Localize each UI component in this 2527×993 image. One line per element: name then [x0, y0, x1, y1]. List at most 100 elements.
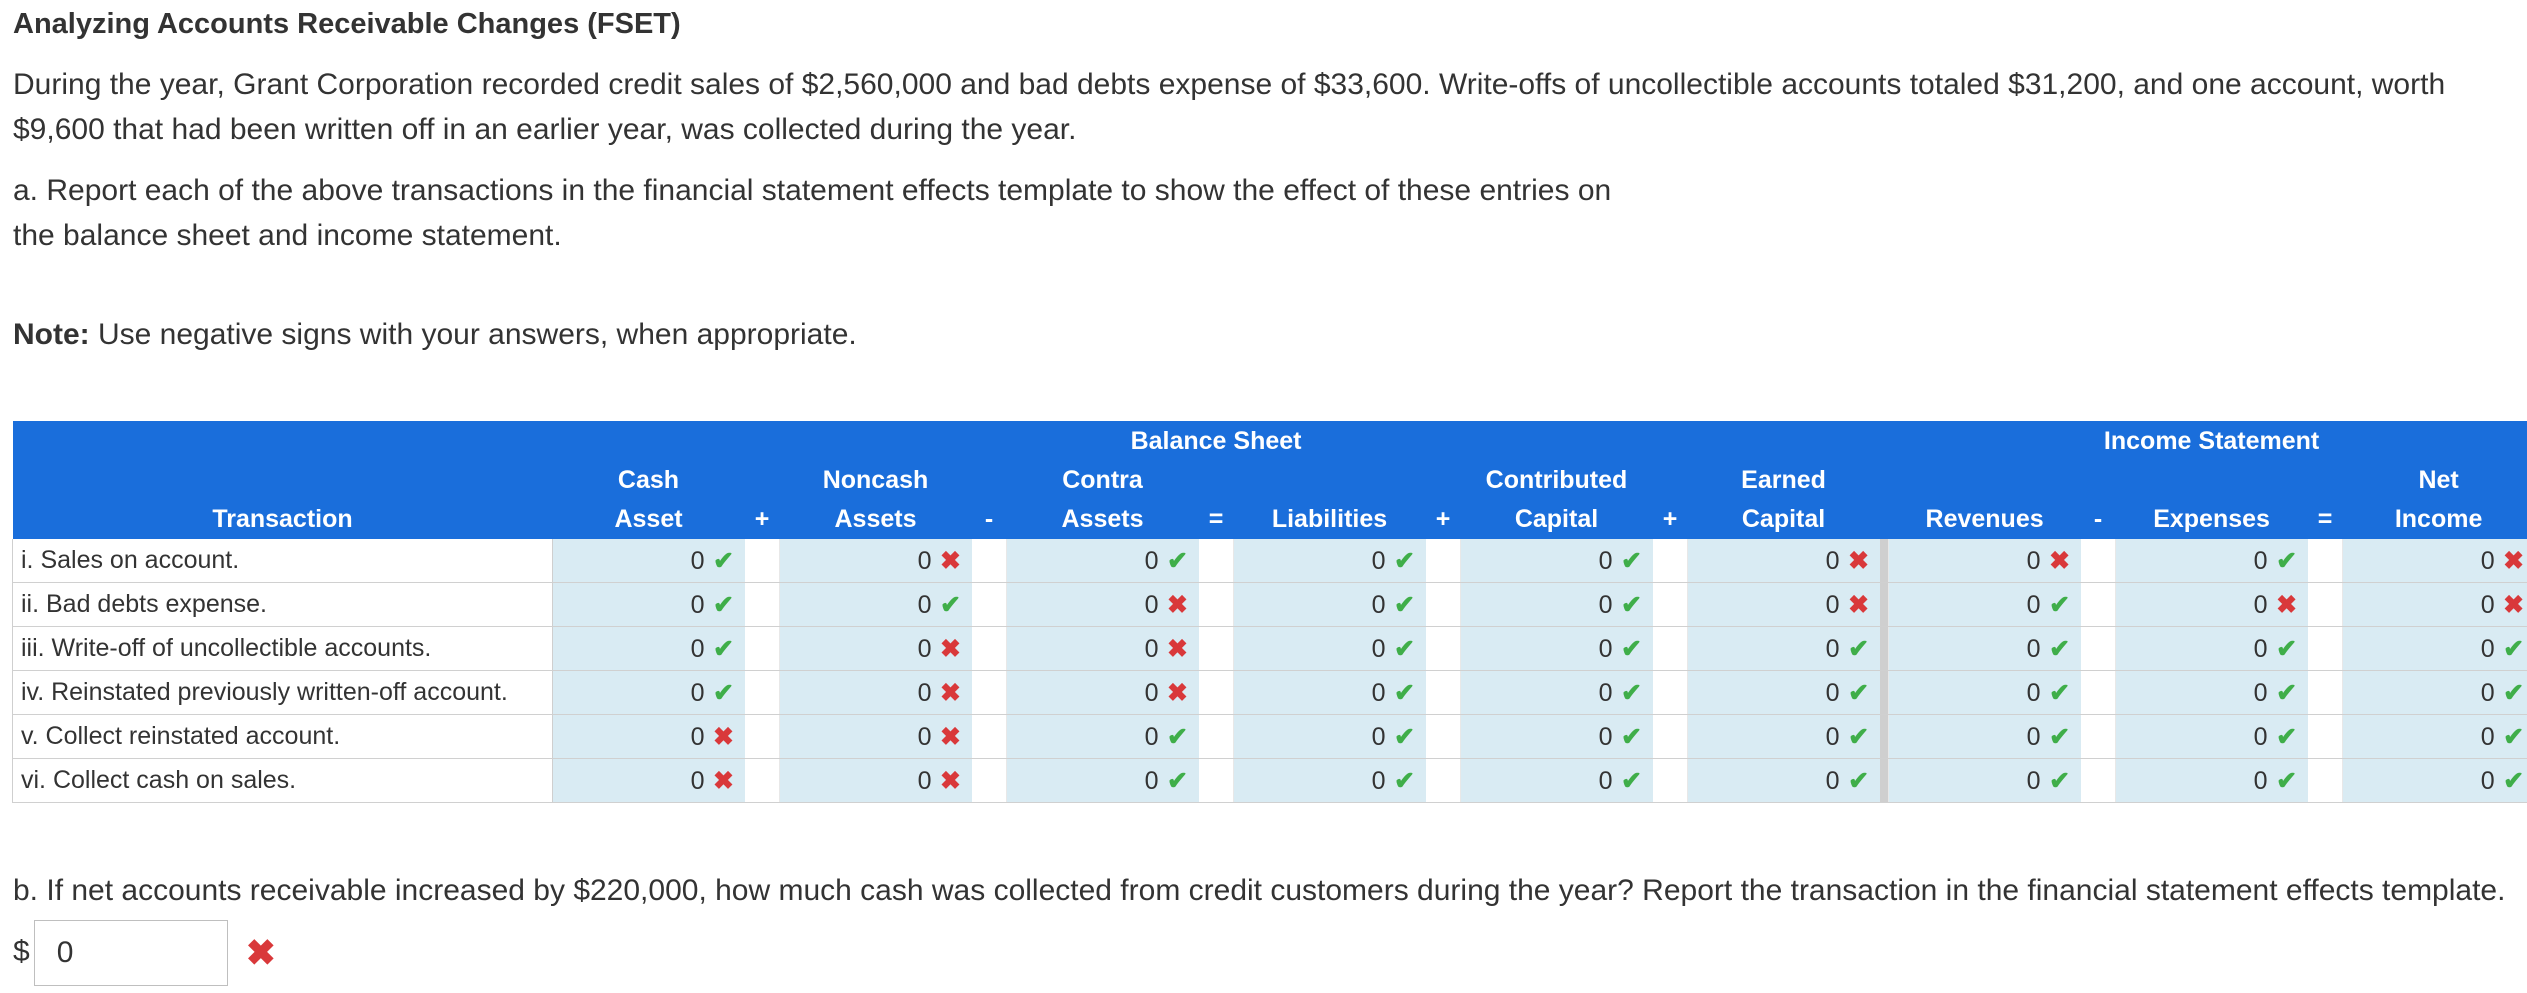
cell-value: 0: [1144, 546, 1159, 575]
correct-icon: ✔: [2049, 678, 2071, 707]
contra-input[interactable]: 0 ✖: [1006, 626, 1199, 671]
cell-value: 0: [2253, 722, 2268, 751]
header-blank: [12, 461, 553, 500]
cash-collected-input[interactable]: 0: [33, 920, 228, 986]
header-blank: [1233, 461, 1426, 500]
revenues-input[interactable]: 0 ✔: [1888, 582, 2081, 627]
cell-value: 0: [917, 590, 932, 619]
correct-icon: ✔: [2503, 766, 2525, 795]
earned-input[interactable]: 0 ✔: [1686, 626, 1880, 671]
col-cash-top: Cash: [552, 461, 745, 500]
table-row: iii. Write-off of uncollectible accounts…: [12, 626, 2527, 671]
revenues-input[interactable]: 0 ✔: [1888, 758, 2081, 803]
contributed-input[interactable]: 0 ✔: [1460, 582, 1653, 627]
expenses-input[interactable]: 0 ✔: [2115, 758, 2308, 803]
correct-icon: ✔: [713, 546, 734, 575]
table-row: vi. Collect cash on sales. 0 ✖ 0 ✖ 0 ✔ 0 ✔ 0 ✔ 0 ✔ 0 ✔…: [12, 758, 2527, 803]
expenses-input[interactable]: 0 ✔: [2115, 539, 2308, 583]
cash-input[interactable]: 0 ✔: [552, 539, 745, 583]
header-blank: [1652, 461, 1688, 500]
cash-input[interactable]: 0 ✖: [552, 714, 745, 759]
expenses-input[interactable]: 0 ✖: [2115, 582, 2308, 627]
cell-value: 0: [1371, 590, 1386, 619]
cash-input[interactable]: 0 ✖: [552, 758, 745, 803]
contributed-input[interactable]: 0 ✔: [1460, 626, 1653, 671]
net-income-input[interactable]: 0 ✔: [2342, 626, 2527, 671]
contra-input[interactable]: 0 ✖: [1006, 582, 1199, 627]
cell-value: 0: [690, 634, 705, 663]
correct-icon: ✔: [713, 678, 734, 707]
section-divider: [1879, 758, 1889, 803]
balance-sheet-header: Balance Sheet: [552, 421, 1880, 461]
correct-icon: ✔: [1621, 678, 1642, 707]
correct-icon: ✔: [1394, 766, 1415, 795]
cell-value: 0: [1371, 766, 1386, 795]
net-income-input[interactable]: 0 ✖: [2342, 539, 2527, 583]
earned-input[interactable]: 0 ✖: [1686, 582, 1880, 627]
earned-input[interactable]: 0 ✔: [1686, 758, 1880, 803]
contra-input[interactable]: 0 ✔: [1006, 758, 1199, 803]
earned-input[interactable]: 0 ✖: [1686, 539, 1880, 583]
noncash-input[interactable]: 0 ✖: [779, 714, 972, 759]
noncash-input[interactable]: 0 ✖: [779, 626, 972, 671]
correct-icon: ✔: [2049, 766, 2071, 795]
contra-input[interactable]: 0 ✖: [1006, 670, 1199, 715]
op-equals: =: [2307, 500, 2343, 539]
correct-icon: ✔: [2503, 634, 2525, 663]
earned-input[interactable]: 0 ✔: [1686, 670, 1880, 715]
net-income-input[interactable]: 0 ✔: [2342, 714, 2527, 759]
contributed-input[interactable]: 0 ✔: [1460, 539, 1653, 583]
liabilities-input[interactable]: 0 ✔: [1233, 758, 1426, 803]
net-income-input[interactable]: 0 ✔: [2342, 670, 2527, 715]
contributed-input[interactable]: 0 ✔: [1460, 714, 1653, 759]
section-divider: [1879, 714, 1889, 759]
correct-icon: ✔: [1621, 634, 1642, 663]
revenues-input[interactable]: 0 ✔: [1888, 714, 2081, 759]
op-plus: +: [1425, 500, 1461, 539]
table-row: v. Collect reinstated account. 0 ✖ 0 ✖ 0 ✔ 0 ✔ 0 ✔…: [12, 714, 2527, 759]
cash-input[interactable]: 0 ✔: [552, 582, 745, 627]
contributed-input[interactable]: 0 ✔: [1460, 758, 1653, 803]
cell-value: 0: [1825, 546, 1840, 575]
contributed-input[interactable]: 0 ✔: [1460, 670, 1653, 715]
operator-gap: [744, 758, 780, 803]
incorrect-icon: ✖: [940, 546, 961, 575]
liabilities-input[interactable]: 0 ✔: [1233, 582, 1426, 627]
liabilities-input[interactable]: 0 ✔: [1233, 714, 1426, 759]
liabilities-input[interactable]: 0 ✔: [1233, 539, 1426, 583]
cell-value: 0: [1598, 766, 1613, 795]
net-income-input[interactable]: 0 ✖: [2342, 582, 2527, 627]
contra-input[interactable]: 0 ✔: [1006, 539, 1199, 583]
revenues-input[interactable]: 0 ✖: [1888, 539, 2081, 583]
liabilities-input[interactable]: 0 ✔: [1233, 670, 1426, 715]
header-spacer: [1879, 421, 1889, 461]
expenses-input[interactable]: 0 ✔: [2115, 714, 2308, 759]
noncash-input[interactable]: 0 ✖: [779, 758, 972, 803]
noncash-input[interactable]: 0 ✔: [779, 582, 972, 627]
transaction-label: iv. Reinstated previously written-off ac…: [12, 670, 553, 715]
section-divider: [1879, 539, 1889, 583]
cell-value: 0: [690, 678, 705, 707]
cash-input[interactable]: 0 ✔: [552, 626, 745, 671]
col-noncash-top: Noncash: [779, 461, 972, 500]
expenses-input[interactable]: 0 ✔: [2115, 626, 2308, 671]
liabilities-input[interactable]: 0 ✔: [1233, 626, 1426, 671]
contra-input[interactable]: 0 ✔: [1006, 714, 1199, 759]
noncash-input[interactable]: 0 ✖: [779, 670, 972, 715]
transaction-label: v. Collect reinstated account.: [12, 714, 553, 759]
page-title: Analyzing Accounts Receivable Changes (F…: [13, 8, 681, 40]
cell-value: 0: [1598, 678, 1613, 707]
net-income-input[interactable]: 0 ✔: [2342, 758, 2527, 803]
operator-gap: [744, 626, 780, 671]
cash-input[interactable]: 0 ✔: [552, 670, 745, 715]
revenues-input[interactable]: 0 ✔: [1888, 670, 2081, 715]
operator-gap: [2307, 539, 2343, 583]
earned-input[interactable]: 0 ✔: [1686, 714, 1880, 759]
income-statement-header: Income Statement: [1888, 421, 2527, 461]
operator-gap: [1425, 714, 1461, 759]
table-row: i. Sales on account. 0 ✔ 0 ✖ 0 ✔ 0 ✔ 0 ✔ 0 ✖ 0 ✖ 0 ✔ 0 ✖: [12, 539, 2527, 583]
noncash-input[interactable]: 0 ✖: [779, 539, 972, 583]
expenses-input[interactable]: 0 ✔: [2115, 670, 2308, 715]
operator-gap: [971, 626, 1007, 671]
revenues-input[interactable]: 0 ✔: [1888, 626, 2081, 671]
